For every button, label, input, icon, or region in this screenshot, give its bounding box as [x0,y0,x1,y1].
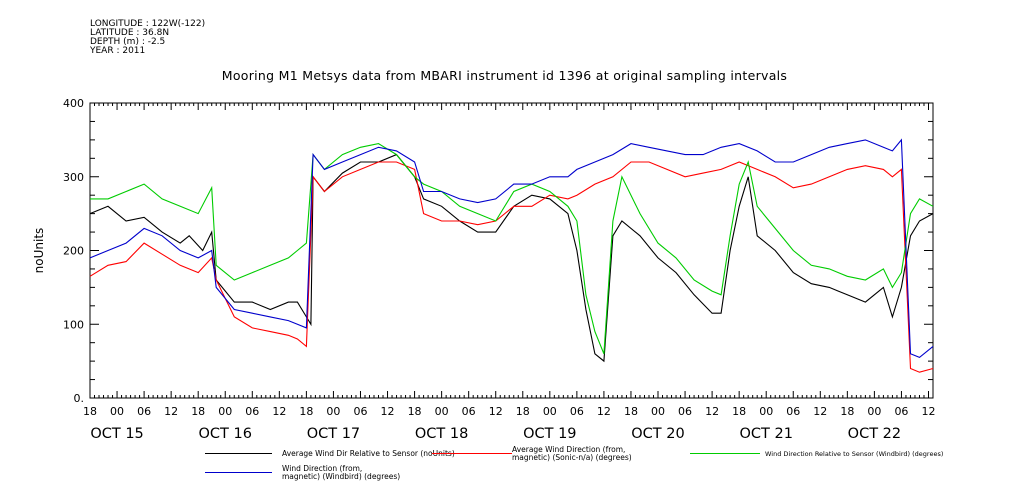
x-tick-label: 00 [326,405,340,418]
x-tick-label: 12 [381,405,395,418]
y-tick-label: 300 [63,171,84,184]
x-tick-label: 18 [83,405,97,418]
plot-frame [89,102,934,399]
x-day-label: OCT 17 [307,426,360,442]
x-tick-label: 00 [435,405,449,418]
x-tick-label: 12 [272,405,286,418]
x-day-label: OCT 18 [415,426,468,442]
x-tick-label: 00 [867,405,881,418]
x-tick-label: 06 [570,405,584,418]
x-tick-label: 18 [840,405,854,418]
y-tick-label: 0. [74,392,85,405]
x-day-label: OCT 16 [199,426,252,442]
x-tick-label: 00 [651,405,665,418]
x-day-label: OCT 22 [848,426,901,442]
longitude-label: LONGITUDE : 122W(-122) [90,19,206,29]
x-tick-label: 18 [624,405,638,418]
x-tick-label: 18 [191,405,205,418]
latitude-label: LATITUDE : 36.8N [90,28,170,38]
x-tick-label: 12 [705,405,719,418]
metadata-header: LONGITUDE : 122W(-122) LATITUDE : 36.8N … [90,20,205,56]
x-tick-label: 18 [408,405,422,418]
x-tick-label: 12 [597,405,611,418]
legend-label-blue: Wind Direction (from, magnetic) (Windbir… [282,464,401,481]
legend-line-black [205,453,272,454]
y-tick-label: 100 [63,318,84,331]
x-tick-label: 12 [921,405,935,418]
x-tick-label: 00 [110,405,124,418]
legend-label-red: Average Wind Direction (from, magnetic) … [512,445,632,462]
legend-line-red [432,453,512,454]
x-tick-label: 18 [299,405,313,418]
x-tick-label: 18 [732,405,746,418]
x-tick-label: 06 [678,405,692,418]
year-label: YEAR : 2011 [90,46,146,56]
x-day-label: OCT 19 [523,426,576,442]
y-axis-label: noUnits [32,228,46,274]
x-tick-label: 00 [218,405,232,418]
x-tick-label: 00 [759,405,773,418]
x-tick-label: 06 [786,405,800,418]
legend-line-green [690,453,760,454]
x-day-label: OCT 15 [90,426,143,442]
y-tick-label: 400 [63,97,84,110]
y-tick-label: 200 [63,245,84,258]
x-tick-label: 12 [164,405,178,418]
x-tick-label: 06 [894,405,908,418]
depth-label: DEPTH (m) : -2.5 [90,37,166,47]
x-tick-label: 06 [462,405,476,418]
x-tick-label: 06 [245,405,259,418]
x-tick-label: 18 [516,405,530,418]
x-tick-label: 12 [489,405,503,418]
legend-label-black: Average Wind Dir Relative to Sensor (noU… [282,449,455,458]
series-line-1 [89,161,934,373]
legend-line-blue [205,472,272,473]
x-day-label: OCT 21 [739,426,792,442]
series-line-2 [90,143,934,355]
legend-label-green: Wind Direction Relative to Sensor (Windb… [765,450,944,458]
chart-title: Mooring M1 Metsys data from MBARI instru… [221,68,788,83]
x-tick-label: 06 [137,405,151,418]
series-line-3 [89,138,934,359]
x-day-label: OCT 20 [631,426,684,442]
x-tick-label: 00 [543,405,557,418]
x-tick-label: 06 [353,405,367,418]
series-line-0 [89,153,934,363]
x-tick-label: 12 [813,405,827,418]
